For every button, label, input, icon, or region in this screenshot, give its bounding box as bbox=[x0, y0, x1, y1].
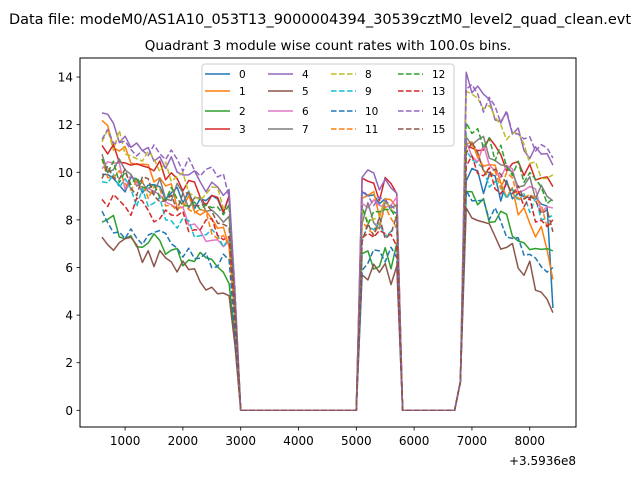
y-tick-label: 12 bbox=[58, 118, 73, 132]
legend-label-6: 6 bbox=[302, 106, 309, 118]
legend-label-8: 8 bbox=[365, 69, 372, 81]
x-tick-label: 3000 bbox=[225, 434, 256, 448]
legend-frame bbox=[201, 63, 455, 147]
legend-label-2: 2 bbox=[239, 106, 246, 118]
legend-label-7: 7 bbox=[302, 124, 309, 136]
legend-label-15: 15 bbox=[432, 124, 445, 136]
figure-suptitle: Data file: modeM0/AS1A10_053T13_90000043… bbox=[9, 12, 631, 28]
x-tick-label: 1000 bbox=[110, 434, 141, 448]
legend-label-1: 1 bbox=[239, 86, 246, 98]
x-tick-label: 5000 bbox=[341, 434, 372, 448]
legend-label-13: 13 bbox=[432, 86, 445, 98]
chart-title: Quadrant 3 module wise count rates with … bbox=[145, 38, 511, 54]
y-tick-label: 2 bbox=[65, 356, 73, 370]
legend-label-14: 14 bbox=[432, 106, 446, 118]
y-tick-label: 4 bbox=[65, 309, 73, 323]
legend-label-9: 9 bbox=[365, 86, 372, 98]
y-tick-label: 0 bbox=[65, 404, 73, 418]
x-tick-label: 8000 bbox=[514, 434, 545, 448]
x-tick-label: 2000 bbox=[168, 434, 199, 448]
legend-label-3: 3 bbox=[239, 124, 246, 136]
legend-label-5: 5 bbox=[302, 86, 309, 98]
x-axis: 1000 2000 3000 4000 5000 6000 7000 8000 bbox=[110, 427, 545, 448]
y-tick-label: 10 bbox=[58, 166, 73, 180]
x-tick-label: 4000 bbox=[283, 434, 314, 448]
plot-frame bbox=[79, 57, 577, 428]
y-tick-label: 6 bbox=[65, 261, 73, 275]
y-tick-label: 8 bbox=[65, 213, 73, 227]
series-line-15 bbox=[101, 141, 554, 412]
legend-label-10: 10 bbox=[365, 106, 378, 118]
legend-label-11: 11 bbox=[365, 124, 378, 136]
y-tick-label: 14 bbox=[58, 71, 73, 85]
y-axis: 0 2 4 6 8 10 12 14 bbox=[58, 71, 80, 418]
series-lines bbox=[101, 71, 554, 412]
legend-label-12: 12 bbox=[432, 69, 445, 81]
legend-label-0: 0 bbox=[239, 69, 246, 81]
legend-label-4: 4 bbox=[302, 69, 309, 81]
x-tick-label: 7000 bbox=[457, 434, 488, 448]
x-offset-label: +3.5936e8 bbox=[509, 454, 576, 468]
x-tick-label: 6000 bbox=[399, 434, 430, 448]
